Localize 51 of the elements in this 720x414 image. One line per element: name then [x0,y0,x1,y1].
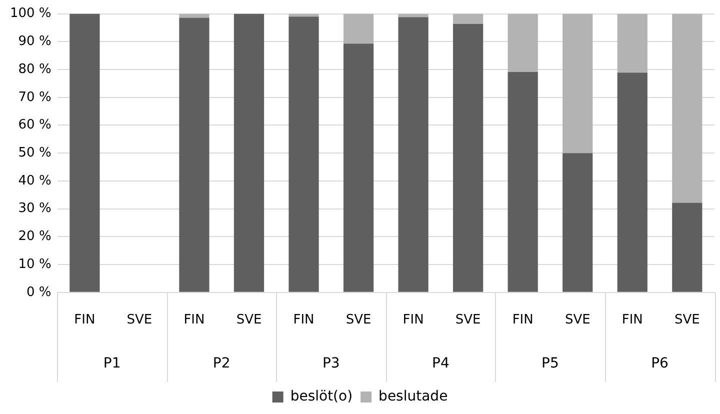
bar [562,153,593,292]
x-tick-label: SVE [346,312,372,328]
bar [398,14,428,18]
y-tick-label: 70 % [18,90,52,105]
x-tick-label: FIN [402,312,424,328]
text: P5 [542,356,559,372]
y-tick-label: 100 % [10,6,52,22]
y-tick-label: 50 % [18,145,52,160]
legend-label: beslöt(o) [290,388,353,405]
bar [453,14,484,24]
y-tick-label: 90 % [18,34,52,50]
bar [617,14,648,73]
bar [70,14,100,292]
y-tick-label: 40 % [18,173,52,188]
y-tick-label: 0 % [26,284,52,300]
bar [234,14,264,292]
text: P1 [103,356,121,372]
y-tick-label: 60 % [18,118,52,133]
y-tick-label: 20 % [18,229,52,244]
bar [672,14,702,203]
x-tick-label: SVE [564,312,590,328]
bar [288,14,319,17]
x-tick-label: FIN [184,312,205,328]
bar [508,14,538,72]
x-tick-label: FIN [293,312,314,328]
text: P6 [651,356,669,372]
bar [179,14,210,18]
bar [672,202,702,292]
y-tick-label: 10 % [18,256,52,272]
bar [343,14,374,44]
text: P3 [322,356,340,372]
x-tick-label: FIN [512,312,534,328]
bar [562,14,593,154]
bar [288,16,319,292]
y-tick-label: 80 % [18,62,52,77]
y-tick-label: 30 % [18,201,52,216]
x-tick-label: SVE [455,312,481,328]
x-tick-label: SVE [674,312,700,328]
text: P4 [432,356,450,372]
legend-label: beslutade [378,388,448,405]
bar [453,24,484,292]
bar [508,72,538,292]
x-tick-label: FIN [622,312,643,328]
bar [398,17,428,292]
bar [343,44,374,292]
bar [617,72,648,292]
x-tick-label: SVE [236,312,262,328]
x-tick-label: FIN [74,312,96,328]
x-tick-label: SVE [126,312,152,328]
text: P2 [212,356,230,372]
bar [179,18,210,292]
